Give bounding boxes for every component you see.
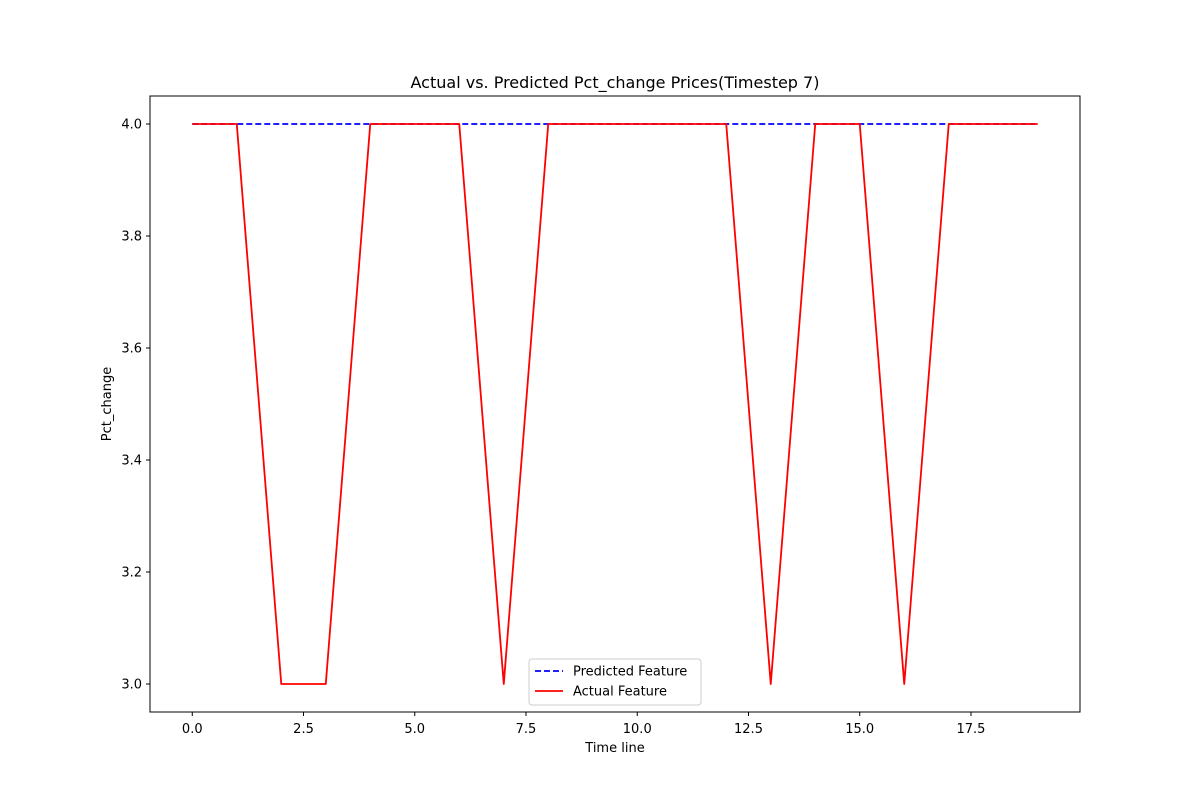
x-tick-label: 0.0 bbox=[182, 722, 203, 737]
y-tick-label: 3.4 bbox=[121, 454, 142, 469]
x-tick-label: 5.0 bbox=[404, 722, 425, 737]
y-tick-label: 4.0 bbox=[121, 118, 142, 133]
y-axis-label: Pct_change bbox=[100, 367, 115, 441]
series-line-actual bbox=[192, 123, 1038, 685]
legend-label-actual: Actual Feature bbox=[573, 685, 667, 700]
y-tick-label: 3.8 bbox=[121, 230, 142, 245]
x-tick-label: 2.5 bbox=[293, 722, 314, 737]
plot-area bbox=[149, 95, 1081, 713]
legend: Predicted Feature Actual Feature bbox=[528, 658, 702, 706]
y-tick-label: 3.0 bbox=[121, 678, 142, 693]
x-tick-label: 7.5 bbox=[516, 722, 537, 737]
y-axis: 3.0 3.2 3.4 3.6 3.8 4.0 bbox=[121, 118, 150, 693]
legend-box bbox=[528, 658, 702, 706]
x-tick-label: 12.5 bbox=[734, 722, 763, 737]
legend-label-predicted: Predicted Feature bbox=[573, 665, 687, 680]
plot-frame bbox=[149, 95, 1081, 713]
y-tick-label: 3.2 bbox=[121, 566, 142, 581]
x-tick-label: 15.0 bbox=[845, 722, 874, 737]
x-tick-label: 17.5 bbox=[957, 722, 986, 737]
y-tick-label: 3.6 bbox=[121, 342, 142, 357]
x-tick-label: 10.0 bbox=[623, 722, 652, 737]
chart-title: Actual vs. Predicted Pct_change Prices(T… bbox=[411, 73, 820, 93]
x-axis-label: Time line bbox=[584, 741, 644, 756]
x-axis: 0.0 2.5 5.0 7.5 10.0 12.5 15.0 17.5 bbox=[182, 712, 986, 737]
